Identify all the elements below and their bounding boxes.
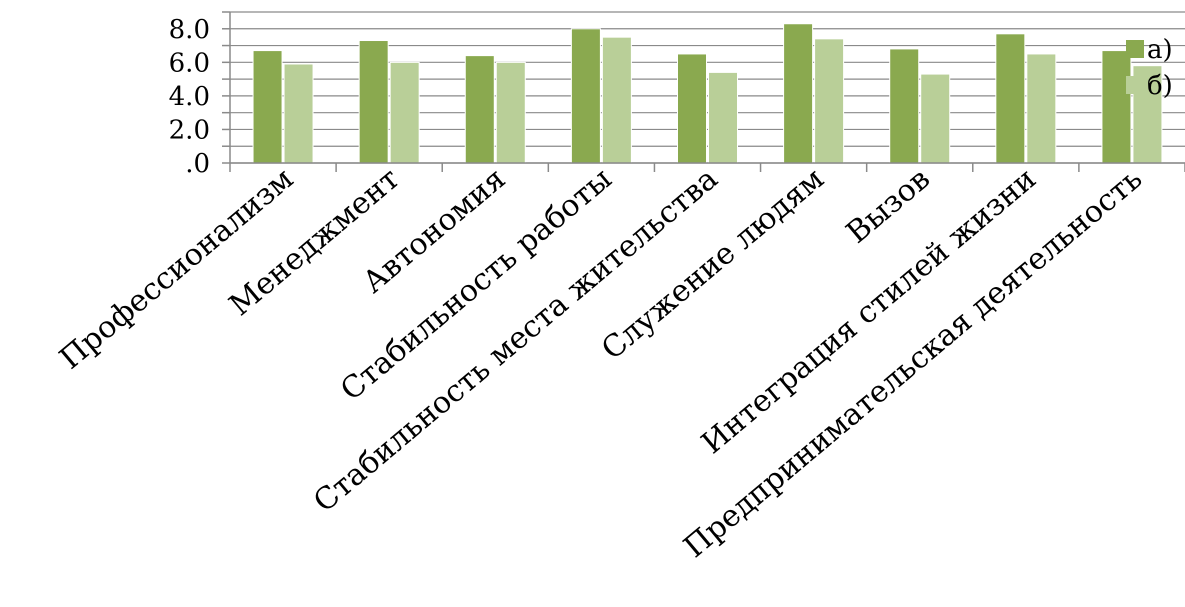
bar: [889, 48, 920, 164]
bar: [995, 33, 1026, 164]
bar: [283, 63, 314, 164]
bar: [389, 61, 420, 164]
bar: [708, 71, 738, 164]
legend: а) б): [1126, 35, 1173, 101]
bar: [570, 28, 601, 164]
bars: [252, 23, 1163, 164]
legend-label: а): [1147, 35, 1173, 65]
y-tick-label: 8.0: [169, 15, 210, 45]
bar: [677, 53, 707, 164]
y-tick-label: 4.0: [169, 82, 210, 112]
y-tick-label: .0: [185, 149, 210, 179]
x-axis-category-labels: ПрофессионализмМенеджментАвтономияСтабил…: [53, 161, 1149, 565]
x-category-label: Вызов: [840, 161, 937, 250]
bar: [814, 38, 845, 164]
bar: [783, 23, 814, 164]
y-tick-label: 6.0: [169, 48, 210, 78]
y-axis-tick-labels: .0 2.04.0 6.08.0: [169, 15, 210, 179]
legend-label: б): [1147, 71, 1173, 101]
bar: [920, 73, 951, 164]
bar: [601, 36, 632, 164]
bar: [358, 40, 389, 164]
bar: [252, 50, 283, 164]
bar: [464, 55, 495, 164]
bar: [495, 61, 526, 164]
bar: [1026, 53, 1057, 164]
bar: [1101, 50, 1132, 164]
legend-swatch: [1126, 40, 1144, 58]
gridlines: [230, 11, 1185, 164]
y-tick-label: 2.0: [169, 115, 210, 145]
axes: [222, 11, 1185, 172]
legend-swatch: [1126, 76, 1144, 94]
